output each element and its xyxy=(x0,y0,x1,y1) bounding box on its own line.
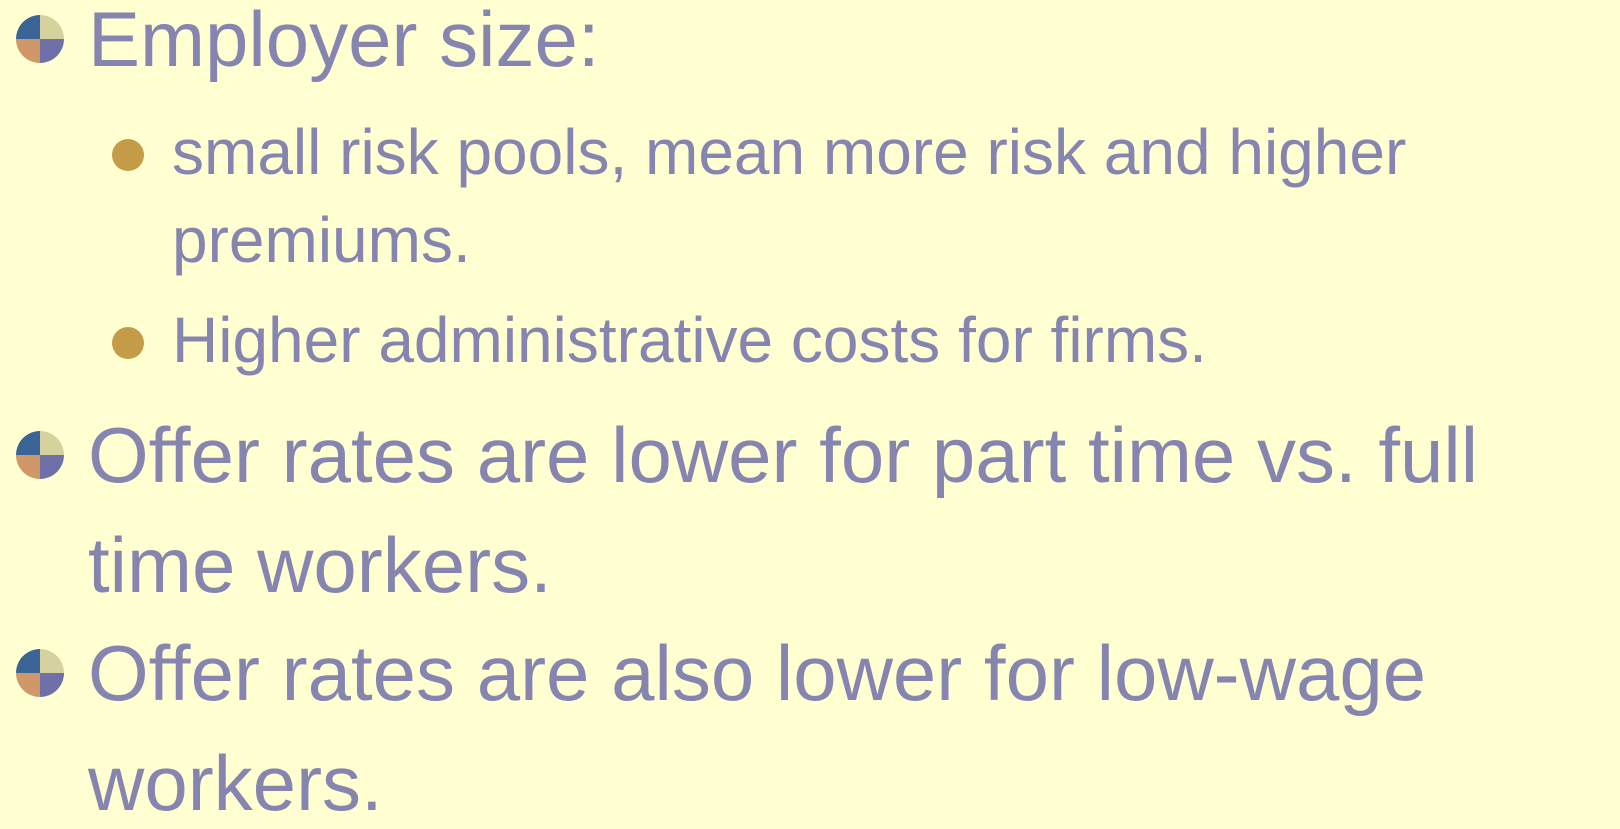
sub-bullet-text: Higher administrative costs for firms. xyxy=(172,304,1207,376)
bullet-icon xyxy=(15,648,65,698)
bullet-text: Offer rates are also lower for low-wage … xyxy=(88,629,1427,827)
bullet-text: Offer rates are lower for part time vs. … xyxy=(88,411,1479,609)
sub-bullet-dot xyxy=(112,327,144,359)
bullet-icon xyxy=(15,430,65,480)
sub-bullet-dot xyxy=(112,139,144,171)
sub-bullet-text: small risk pools, mean more risk and hig… xyxy=(172,116,1407,276)
bullet-icon xyxy=(15,14,65,64)
bullet-text: Employer size: xyxy=(88,0,600,83)
